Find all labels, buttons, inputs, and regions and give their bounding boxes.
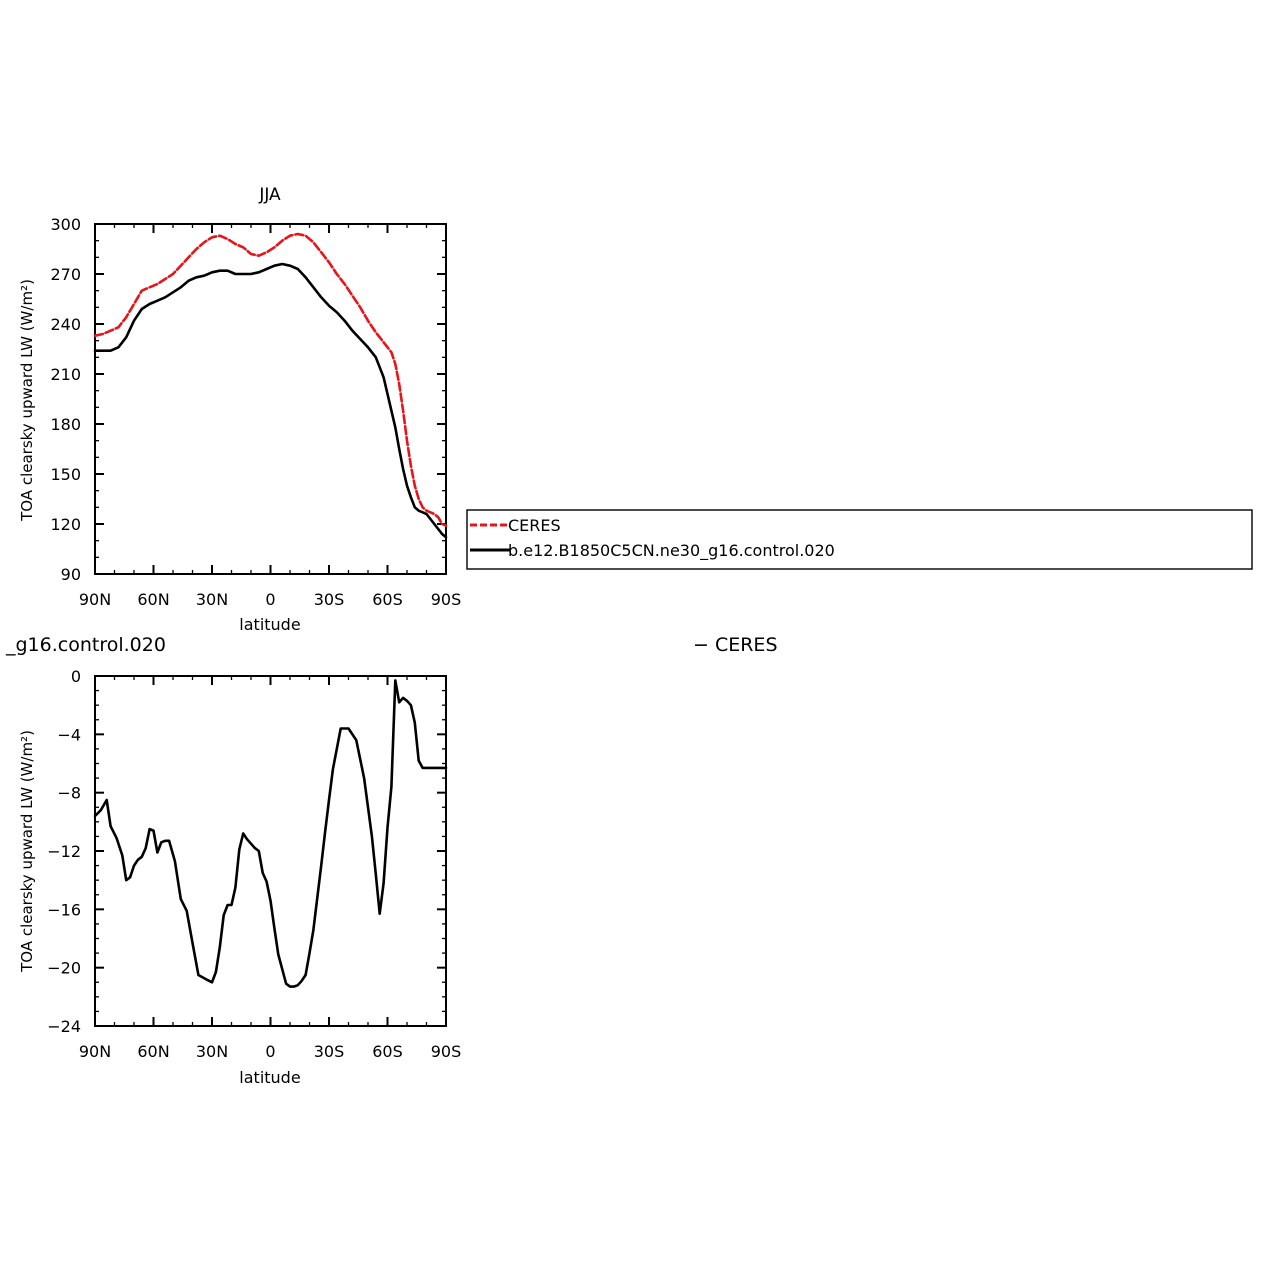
bottom-series-0	[93, 679, 448, 988]
top-ytick-label-5: 240	[50, 315, 81, 334]
bottom-xtick-label-2: 30N	[196, 1042, 228, 1061]
top-ytick-label-6: 270	[50, 265, 81, 284]
top-xtick-label-3: 0	[265, 590, 275, 609]
top-ytick-label-3: 180	[50, 415, 81, 434]
bottom-xtick-label-5: 60S	[372, 1042, 403, 1061]
bottom-ylabel: TOA clearsky upward LW (W/m²)	[18, 730, 36, 973]
bottom-panel: _g16.control.020 − CERES 90N 60N 30N 0 30S 60…	[5, 634, 778, 1087]
top-xtick-label-6: 90S	[431, 590, 462, 609]
bottom-xtick-label-0: 90N	[79, 1042, 111, 1061]
bottom-title-right: − CERES	[693, 634, 778, 656]
bottom-ytick-label-2: −8	[57, 784, 81, 803]
bottom-ytick-label-6: −24	[47, 1017, 81, 1036]
bottom-plot-area: 90N 60N 30N 0 30S 60S 90S 0 −4 −8 −12 −16 −20 −24	[47, 667, 461, 1061]
top-ylabel: TOA clearsky upward LW (W/m²)	[18, 279, 36, 522]
top-xlabel: latitude	[239, 615, 300, 634]
top-plot-area: 90N 60N 30N 0 30S 60S 90S 90 120 150 180 210 240 270 3…	[50, 215, 461, 609]
top-xtick-label-1: 60N	[137, 590, 169, 609]
top-ytick-label-2: 150	[50, 465, 81, 484]
top-ytick-label-4: 210	[50, 365, 81, 384]
top-title: JJA	[258, 185, 281, 205]
legend-label-model: b.e12.B1850C5CN.ne30_g16.control.020	[508, 541, 835, 561]
bottom-xlabel: latitude	[239, 1068, 300, 1087]
bottom-xtick-label-6: 90S	[431, 1042, 462, 1061]
bottom-title-left: _g16.control.020	[5, 634, 166, 656]
top-ytick-label-7: 300	[50, 215, 81, 234]
top-xtick-label-0: 90N	[79, 590, 111, 609]
top-frame	[94, 223, 447, 575]
top-xtick-label-2: 30N	[196, 590, 228, 609]
top-ytick-label-0: 90	[61, 565, 81, 584]
bottom-ytick-label-5: −20	[47, 959, 81, 978]
bottom-xtick-label-1: 60N	[137, 1042, 169, 1061]
bottom-xtick-label-4: 30S	[314, 1042, 345, 1061]
top-xtick-label-4: 30S	[314, 590, 345, 609]
bottom-xtick-label-3: 0	[265, 1042, 275, 1061]
bottom-ytick-label-3: −12	[47, 842, 81, 861]
bottom-ytick-label-4: −16	[47, 900, 81, 919]
legend: CERES b.e12.B1850C5CN.ne30_g16.control.0…	[466, 509, 1253, 570]
top-xtick-label-5: 60S	[372, 590, 403, 609]
top-panel: JJA 90N 60N 30N 0 30S 60S 90S 90 120 150 180 210 240…	[18, 185, 461, 634]
top-ytick-label-1: 120	[50, 515, 81, 534]
top-series-1	[93, 262, 448, 539]
top-series-0	[93, 232, 448, 528]
legend-box	[466, 509, 1253, 570]
legend-label-ceres: CERES	[508, 516, 561, 535]
bottom-ytick-label-0: 0	[71, 667, 81, 686]
bottom-ytick-label-1: −4	[57, 725, 81, 744]
